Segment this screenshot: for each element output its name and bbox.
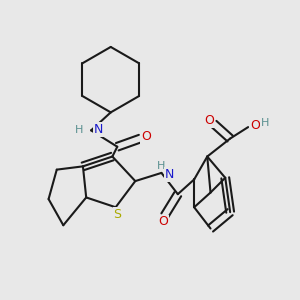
Text: O: O [141, 130, 151, 143]
Text: N: N [94, 123, 103, 136]
Text: N: N [165, 168, 174, 181]
Text: H: H [75, 125, 83, 135]
Text: S: S [113, 208, 121, 221]
Text: O: O [250, 119, 260, 132]
Text: O: O [158, 215, 168, 229]
Text: O: O [204, 114, 214, 127]
Text: H: H [261, 118, 269, 128]
Text: H: H [157, 161, 166, 171]
